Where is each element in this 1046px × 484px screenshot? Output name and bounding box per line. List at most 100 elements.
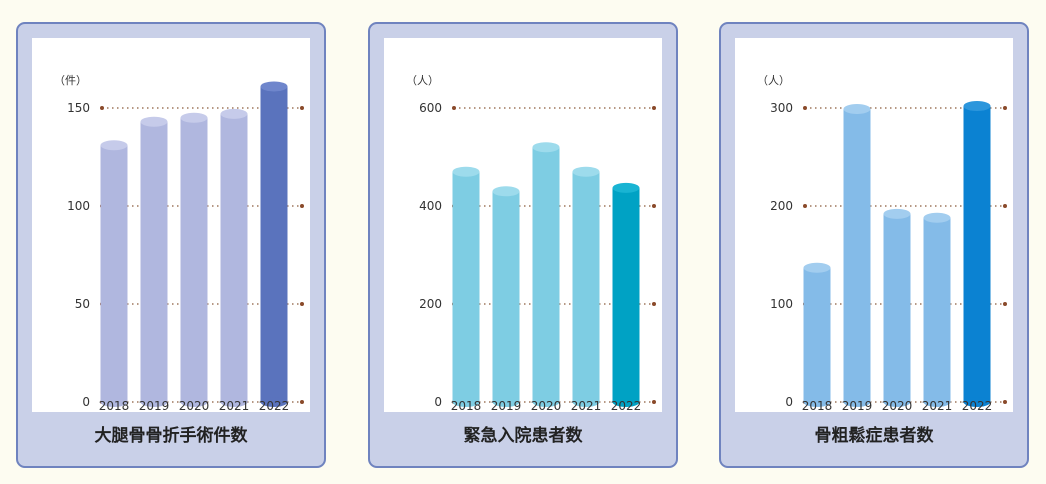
x-tick-label: 2018 <box>802 399 833 412</box>
bar-base <box>612 397 640 407</box>
y-tick-label: 0 <box>785 395 793 409</box>
gridline-dot <box>452 106 456 110</box>
y-tick-label: 0 <box>434 395 442 409</box>
x-tick-label: 2022 <box>611 399 642 412</box>
bar-base <box>260 397 288 407</box>
plot-area: （人） 0 100 200 300 2018 2019 2020 2021 2022 <box>735 38 1013 412</box>
plot-area: （人） 0 200 400 600 2018 2019 2020 2021 2022 <box>384 38 662 412</box>
bar <box>260 86 288 402</box>
bar-top <box>492 186 520 197</box>
bar-top <box>843 103 871 114</box>
bar <box>572 171 600 402</box>
plot-area: （件） 0 50 100 150 2018 2019 2020 2021 2022 <box>32 38 310 412</box>
chart-title: 骨粗鬆症患者数 <box>814 426 934 446</box>
bar-base <box>492 397 520 407</box>
x-tick-label: 2019 <box>139 399 170 412</box>
bar-chart-osteoporosis-patients: （人） 0 100 200 300 2018 2019 2020 2021 2022 <box>757 74 1007 412</box>
unit-label: （人） <box>406 74 439 87</box>
chart-panel-hip-fracture-surgery: （件） 0 50 100 150 2018 2019 2020 2021 2022 大腿骨骨折手術… <box>16 22 326 468</box>
bar <box>220 113 248 402</box>
x-tick-label: 2018 <box>451 399 482 412</box>
x-tick-label: 2020 <box>882 399 913 412</box>
bar-base <box>180 397 208 407</box>
gridline-dot <box>300 106 304 110</box>
bar-base <box>883 397 911 407</box>
bar <box>140 121 168 402</box>
y-tick-label: 100 <box>67 199 90 213</box>
bar-base <box>140 397 168 407</box>
bar-top <box>220 108 248 119</box>
bar-base <box>220 397 248 407</box>
x-tick-label: 2022 <box>259 399 290 412</box>
x-tick-label: 2019 <box>842 399 873 412</box>
x-tick-label: 2021 <box>571 399 602 412</box>
gridline-dot <box>803 204 807 208</box>
y-tick-label: 50 <box>75 297 90 311</box>
gridline-dot <box>652 204 656 208</box>
gridline-dot <box>1003 400 1007 404</box>
gridline-dot <box>652 302 656 306</box>
bar-top <box>180 112 208 123</box>
bar <box>180 117 208 403</box>
gridline-dot <box>1003 204 1007 208</box>
bar-base <box>803 397 831 407</box>
bar-base <box>923 397 951 407</box>
bar-top <box>140 116 168 127</box>
bar <box>963 106 991 402</box>
unit-label: （人） <box>757 74 790 87</box>
y-tick-label: 150 <box>67 101 90 115</box>
bar-top <box>612 182 640 193</box>
gridline-dot <box>300 302 304 306</box>
bar-top <box>883 208 911 219</box>
chart-panel-osteoporosis-patients: （人） 0 100 200 300 2018 2019 2020 2021 2022 骨粗鬆症患者… <box>719 22 1029 468</box>
gridline-dot <box>1003 302 1007 306</box>
gridline-dot <box>300 204 304 208</box>
y-tick-label: 300 <box>770 101 793 115</box>
bar-base <box>843 397 871 407</box>
chart-panel-emergency-admissions: （人） 0 200 400 600 2018 2019 2020 2021 2022 緊急入院患者… <box>368 22 678 468</box>
bar-base <box>100 397 128 407</box>
gridline-dot <box>652 106 656 110</box>
bar <box>843 108 871 402</box>
x-tick-label: 2019 <box>491 399 522 412</box>
x-tick-label: 2020 <box>179 399 210 412</box>
bar-top <box>260 81 288 92</box>
bar-top <box>963 101 991 112</box>
x-tick-label: 2018 <box>99 399 130 412</box>
bar-base <box>572 397 600 407</box>
bar <box>803 267 831 402</box>
bar-base <box>963 397 991 407</box>
bar <box>883 213 911 402</box>
x-tick-label: 2021 <box>922 399 953 412</box>
chart-title: 緊急入院患者数 <box>463 426 583 446</box>
bar <box>452 171 480 402</box>
gridline-dot <box>100 106 104 110</box>
y-tick-label: 200 <box>770 199 793 213</box>
unit-label: （件） <box>54 74 87 87</box>
gridline-dot <box>652 400 656 404</box>
chart-title: 大腿骨骨折手術件数 <box>94 426 248 446</box>
bar-top <box>923 212 951 223</box>
y-tick-label: 200 <box>419 297 442 311</box>
x-tick-label: 2021 <box>219 399 250 412</box>
bar <box>100 145 128 402</box>
gridline-dot <box>300 400 304 404</box>
y-tick-label: 100 <box>770 297 793 311</box>
bar <box>492 191 520 402</box>
gridline-dot <box>1003 106 1007 110</box>
x-tick-label: 2020 <box>531 399 562 412</box>
bar-chart-hip-fracture-surgery: （件） 0 50 100 150 2018 2019 2020 2021 2022 <box>54 74 304 412</box>
x-tick-label: 2022 <box>962 399 993 412</box>
gridline-dot <box>803 106 807 110</box>
bar <box>612 187 640 402</box>
y-tick-label: 0 <box>82 395 90 409</box>
bar-top <box>803 262 831 273</box>
bar-top <box>572 166 600 177</box>
y-tick-label: 400 <box>419 199 442 213</box>
bar-top <box>532 142 560 153</box>
bar <box>532 147 560 402</box>
bar-base <box>452 397 480 407</box>
y-tick-label: 600 <box>419 101 442 115</box>
bar-base <box>532 397 560 407</box>
bar <box>923 217 951 402</box>
